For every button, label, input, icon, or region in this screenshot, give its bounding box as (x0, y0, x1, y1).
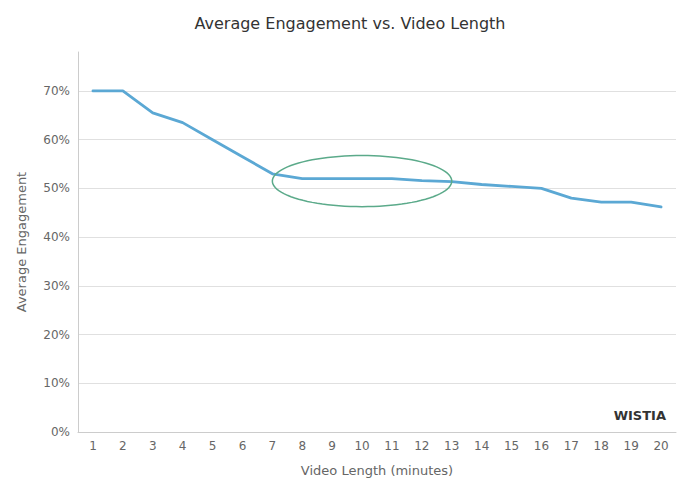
svg-text:16: 16 (534, 439, 549, 453)
svg-text:19: 19 (624, 439, 639, 453)
svg-text:17: 17 (564, 439, 579, 453)
svg-text:0%: 0% (51, 425, 70, 439)
svg-text:4: 4 (179, 439, 187, 453)
svg-text:15: 15 (504, 439, 519, 453)
svg-text:2: 2 (119, 439, 127, 453)
svg-text:5: 5 (209, 439, 217, 453)
svg-text:3: 3 (149, 439, 157, 453)
svg-text:30%: 30% (43, 279, 70, 293)
svg-text:Average Engagement: Average Engagement (14, 172, 29, 312)
svg-text:11: 11 (384, 439, 399, 453)
svg-text:1: 1 (89, 439, 97, 453)
svg-text:Average Engagement vs. Video L: Average Engagement vs. Video Length (194, 14, 505, 33)
svg-text:20%: 20% (43, 328, 70, 342)
svg-text:10: 10 (354, 439, 369, 453)
svg-text:14: 14 (474, 439, 489, 453)
svg-text:70%: 70% (43, 84, 70, 98)
svg-text:WISTIA: WISTIA (614, 408, 666, 423)
svg-text:13: 13 (444, 439, 459, 453)
svg-text:7: 7 (269, 439, 277, 453)
svg-text:20: 20 (653, 439, 668, 453)
svg-text:9: 9 (328, 439, 336, 453)
svg-text:6: 6 (239, 439, 247, 453)
svg-text:10%: 10% (43, 376, 70, 390)
svg-text:50%: 50% (43, 181, 70, 195)
svg-text:60%: 60% (43, 133, 70, 147)
svg-text:Video Length (minutes): Video Length (minutes) (301, 463, 453, 478)
svg-text:18: 18 (594, 439, 609, 453)
svg-text:8: 8 (298, 439, 306, 453)
svg-text:40%: 40% (43, 230, 70, 244)
svg-text:12: 12 (414, 439, 429, 453)
